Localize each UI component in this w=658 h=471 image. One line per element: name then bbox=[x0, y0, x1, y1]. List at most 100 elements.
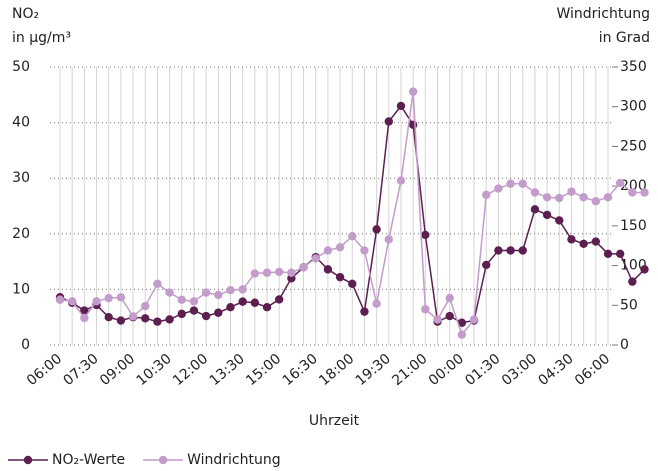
data-point bbox=[275, 267, 284, 277]
data-point bbox=[67, 297, 77, 306]
x-axis-title: Uhrzeit bbox=[309, 413, 360, 429]
y-tick-label: 10 bbox=[12, 281, 30, 297]
data-point bbox=[104, 293, 113, 303]
x-tick-label: 07:30 bbox=[60, 351, 101, 389]
data-point bbox=[201, 311, 211, 321]
data-point bbox=[348, 231, 357, 241]
data-point bbox=[555, 216, 564, 225]
data-point bbox=[238, 297, 247, 306]
y2-tick-label: 150 bbox=[620, 218, 647, 234]
data-point bbox=[262, 302, 272, 312]
data-point bbox=[433, 315, 442, 324]
data-point bbox=[335, 272, 345, 282]
legend-marker bbox=[158, 455, 168, 465]
data-point bbox=[335, 243, 345, 252]
data-point bbox=[542, 210, 552, 220]
data-point bbox=[189, 306, 199, 315]
data-point bbox=[141, 314, 150, 323]
data-point bbox=[226, 302, 235, 312]
data-point bbox=[567, 187, 576, 196]
y2-axis-title: in Grad bbox=[599, 30, 650, 46]
y2-tick-label: 50 bbox=[620, 297, 638, 313]
data-point bbox=[591, 237, 601, 246]
y2-tick-label: 0 bbox=[620, 337, 629, 353]
data-point bbox=[396, 101, 406, 111]
y-tick-label: 30 bbox=[12, 170, 30, 186]
data-point bbox=[530, 188, 540, 197]
data-point bbox=[287, 268, 296, 277]
data-point bbox=[640, 265, 649, 274]
data-point bbox=[92, 297, 101, 306]
data-point bbox=[506, 179, 515, 188]
data-point bbox=[384, 117, 393, 126]
y2-tick-label: 350 bbox=[620, 59, 647, 75]
x-tick-label: 18:00 bbox=[316, 351, 357, 389]
data-point bbox=[579, 193, 588, 202]
data-point bbox=[384, 235, 393, 244]
data-point bbox=[299, 262, 308, 272]
y2-tick-label: 300 bbox=[620, 99, 647, 115]
data-point bbox=[518, 179, 527, 188]
data-point bbox=[628, 188, 637, 197]
data-point bbox=[615, 249, 625, 259]
legend-label: Windrichtung bbox=[187, 452, 281, 468]
data-point bbox=[628, 277, 637, 286]
data-point bbox=[494, 184, 503, 193]
data-point bbox=[165, 288, 174, 297]
y2-axis-title: Windrichtung bbox=[556, 6, 650, 22]
data-point bbox=[640, 188, 649, 197]
data-point bbox=[396, 176, 406, 185]
y-axis-title: in µg/m³ bbox=[12, 30, 71, 46]
legend-marker bbox=[23, 455, 33, 465]
data-point bbox=[214, 308, 223, 317]
data-point bbox=[189, 297, 199, 306]
data-point bbox=[494, 246, 503, 255]
data-point bbox=[506, 246, 515, 255]
data-point bbox=[421, 230, 430, 240]
data-point bbox=[530, 205, 540, 214]
data-point bbox=[214, 290, 223, 300]
x-tick-label: 01:30 bbox=[462, 351, 503, 389]
x-tick-label: 12:00 bbox=[170, 351, 211, 389]
data-point bbox=[104, 313, 113, 322]
x-tick-label: 09:00 bbox=[97, 351, 138, 389]
data-point bbox=[555, 193, 564, 203]
data-point bbox=[360, 246, 369, 255]
data-point bbox=[457, 318, 467, 327]
data-point bbox=[323, 265, 333, 274]
data-point bbox=[591, 197, 601, 206]
x-tick-label: 00:00 bbox=[426, 351, 467, 389]
data-point bbox=[262, 268, 272, 277]
data-point bbox=[177, 295, 186, 304]
data-point bbox=[323, 246, 333, 255]
data-point bbox=[445, 293, 454, 303]
data-point bbox=[55, 295, 65, 304]
x-tick-label: 19:30 bbox=[353, 351, 394, 389]
data-point bbox=[177, 309, 186, 319]
data-point bbox=[275, 295, 284, 304]
data-point bbox=[567, 235, 576, 244]
y-tick-label: 20 bbox=[12, 226, 30, 242]
data-point bbox=[445, 311, 454, 321]
data-point bbox=[141, 301, 150, 311]
x-tick-label: 04:30 bbox=[535, 351, 576, 389]
data-point bbox=[542, 193, 552, 202]
legend-label: NO₂-Werte bbox=[52, 452, 125, 468]
data-point bbox=[360, 307, 369, 316]
data-point bbox=[408, 120, 418, 130]
data-point bbox=[116, 293, 126, 302]
data-point bbox=[603, 249, 613, 259]
data-point bbox=[80, 313, 89, 323]
data-point bbox=[250, 269, 260, 278]
x-tick-label: 06:00 bbox=[572, 351, 613, 389]
x-tick-label: 06:00 bbox=[24, 351, 65, 389]
data-point bbox=[579, 239, 588, 249]
data-point bbox=[372, 225, 381, 234]
x-tick-label: 16:30 bbox=[280, 351, 321, 389]
x-tick-label: 21:00 bbox=[389, 351, 430, 389]
y-tick-label: 50 bbox=[12, 59, 30, 75]
data-point bbox=[348, 279, 357, 289]
data-point bbox=[201, 288, 211, 297]
data-point bbox=[153, 279, 162, 289]
